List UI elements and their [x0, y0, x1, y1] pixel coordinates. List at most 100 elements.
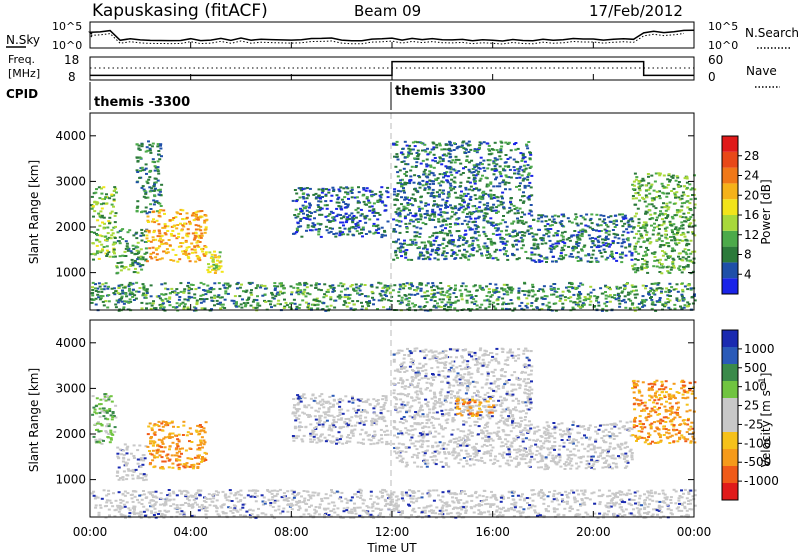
power-cell	[442, 218, 446, 221]
power-cell	[187, 252, 191, 255]
power-cell	[136, 271, 140, 274]
power-cell	[501, 297, 505, 300]
power-cell	[458, 249, 461, 252]
power-cell	[440, 231, 444, 234]
power-cell	[520, 247, 524, 250]
power-cell	[147, 140, 150, 143]
power-cell	[146, 219, 150, 222]
power-cell	[517, 291, 521, 294]
power-cell	[187, 292, 191, 295]
power-cell	[324, 200, 328, 203]
power-cell	[658, 301, 662, 303]
power-cell	[552, 247, 556, 250]
velocity-cell	[139, 466, 143, 468]
power-cell	[130, 251, 134, 254]
power-cell	[681, 299, 685, 302]
power-cell	[591, 253, 595, 256]
velocity-cell	[139, 457, 143, 460]
velocity-cell	[322, 411, 326, 414]
velocity-cell	[185, 462, 189, 465]
power-cell	[103, 285, 107, 288]
velocity-cell	[382, 404, 386, 406]
power-cell	[154, 177, 158, 180]
power-cell	[219, 265, 223, 268]
velocity-cell	[497, 361, 501, 364]
power-cell	[301, 188, 305, 191]
velocity-cell	[319, 435, 323, 438]
power-cell	[630, 252, 634, 255]
power-cell	[282, 287, 286, 290]
power-cell	[654, 282, 658, 285]
power-cell	[658, 287, 662, 290]
power-cell	[645, 263, 649, 266]
power-cell	[488, 303, 492, 306]
power-cell	[449, 303, 453, 306]
power-cell	[554, 260, 558, 263]
power-cell	[638, 185, 642, 188]
velocity-cell	[522, 449, 526, 452]
power-cell	[310, 229, 314, 232]
power-cell	[226, 292, 230, 295]
power-cell	[464, 233, 468, 236]
velocity-cell	[156, 444, 159, 447]
power-cell	[411, 240, 415, 243]
date-title: 17/Feb/2012	[589, 2, 683, 20]
power-cell	[323, 204, 327, 207]
power-cell	[433, 211, 437, 214]
velocity-cell	[353, 428, 357, 431]
velocity-cell	[152, 442, 156, 445]
power-cell	[204, 253, 208, 256]
power-cell	[415, 286, 419, 289]
power-cell	[217, 256, 221, 259]
power-cell	[425, 212, 429, 215]
velocity-cell	[338, 401, 342, 404]
power-cell	[145, 180, 149, 183]
power-cell	[488, 282, 492, 285]
power-cell	[435, 143, 439, 146]
power-cell	[414, 218, 418, 221]
power-cell	[558, 221, 562, 224]
power-cell	[438, 173, 442, 176]
power-cell	[208, 271, 212, 273]
power-cell	[540, 296, 544, 299]
power-cell	[395, 140, 399, 143]
power-cell	[154, 166, 158, 169]
power-cell	[456, 299, 460, 302]
power-cell	[115, 265, 119, 268]
power-cell	[354, 283, 358, 286]
velocity-cell	[380, 441, 384, 444]
power-cell	[194, 307, 198, 310]
power-cell	[496, 199, 500, 202]
power-cell	[611, 229, 615, 231]
velocity-cell	[106, 395, 110, 398]
power-cell	[400, 296, 404, 299]
power-cell	[447, 191, 451, 194]
power-cell	[449, 189, 453, 192]
power-cell	[157, 295, 161, 298]
power-cell	[516, 168, 520, 171]
power-cell	[502, 248, 506, 251]
power-cell	[470, 171, 474, 174]
power-cell	[506, 142, 510, 145]
power-cell	[634, 203, 638, 206]
power-cell	[422, 247, 425, 250]
power-cell	[140, 186, 144, 189]
power-cell	[620, 261, 624, 264]
velocity-cell	[356, 441, 360, 444]
velocity-cell	[198, 424, 202, 426]
power-cell	[529, 257, 533, 260]
power-cell	[133, 294, 137, 297]
power-cell	[687, 243, 691, 246]
power-cell	[681, 250, 685, 253]
power-cell	[329, 220, 332, 223]
power-cell	[650, 224, 653, 227]
power-cell	[176, 292, 180, 294]
power-cell	[277, 293, 281, 296]
power-cell	[194, 228, 198, 231]
power-cell	[423, 246, 427, 249]
power-cell	[495, 290, 499, 293]
power-cell	[467, 144, 471, 147]
power-cell	[541, 303, 545, 306]
power-cell	[522, 170, 526, 173]
power-cell	[361, 305, 364, 308]
